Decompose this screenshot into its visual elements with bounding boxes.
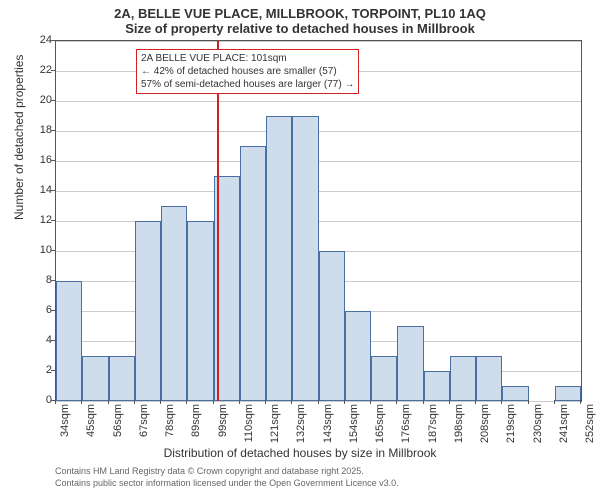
xtick-mark [134, 400, 135, 404]
ytick-mark [51, 190, 55, 191]
xtick-label: 132sqm [295, 404, 307, 443]
histogram-bar [187, 221, 213, 401]
xtick-mark [55, 400, 56, 404]
xtick-label: 219sqm [505, 404, 517, 443]
histogram-bar [476, 356, 502, 401]
xtick-label: 241sqm [558, 404, 570, 443]
xtick-mark [213, 400, 214, 404]
ytick-mark [51, 130, 55, 131]
xtick-mark [160, 400, 161, 404]
histogram-bar [371, 356, 397, 401]
xtick-label: 252sqm [584, 404, 596, 443]
xtick-label: 99sqm [217, 404, 229, 437]
xtick-mark [475, 400, 476, 404]
xtick-mark [554, 400, 555, 404]
footer-line2: Contains public sector information licen… [55, 478, 399, 490]
histogram-bar [319, 251, 345, 401]
ytick-mark [51, 160, 55, 161]
xtick-label: 34sqm [59, 404, 71, 437]
histogram-bar [56, 281, 82, 401]
xtick-mark [396, 400, 397, 404]
xtick-label: 187sqm [427, 404, 439, 443]
ytick-mark [51, 340, 55, 341]
histogram-bar [397, 326, 423, 401]
xtick-label: 198sqm [453, 404, 465, 443]
xtick-label: 165sqm [374, 404, 386, 443]
chart-container: 2A, BELLE VUE PLACE, MILLBROOK, TORPOINT… [0, 0, 600, 500]
xtick-mark [370, 400, 371, 404]
annotation-line: ← 42% of detached houses are smaller (57… [141, 65, 354, 78]
histogram-bar [345, 311, 371, 401]
xtick-mark [291, 400, 292, 404]
grid-line [56, 191, 581, 192]
xtick-mark [501, 400, 502, 404]
y-axis-label: Number of detached properties [12, 55, 26, 220]
histogram-bar [502, 386, 528, 401]
grid-line [56, 101, 581, 102]
xtick-label: 56sqm [112, 404, 124, 437]
ytick-mark [51, 250, 55, 251]
xtick-label: 143sqm [322, 404, 334, 443]
grid-line [56, 131, 581, 132]
ytick-mark [51, 370, 55, 371]
xtick-mark [580, 400, 581, 404]
ytick-mark [51, 40, 55, 41]
annotation-line: 2A BELLE VUE PLACE: 101sqm [141, 52, 354, 65]
grid-line [56, 41, 581, 42]
chart-title-line1: 2A, BELLE VUE PLACE, MILLBROOK, TORPOINT… [0, 0, 600, 21]
xtick-mark [449, 400, 450, 404]
histogram-bar [292, 116, 318, 401]
xtick-label: 78sqm [164, 404, 176, 437]
footer-line1: Contains HM Land Registry data © Crown c… [55, 466, 399, 478]
ytick-mark [51, 310, 55, 311]
histogram-bar [109, 356, 135, 401]
xtick-label: 67sqm [138, 404, 150, 437]
ytick-mark [51, 280, 55, 281]
xtick-label: 230sqm [532, 404, 544, 443]
property-marker-line [217, 41, 219, 401]
xtick-label: 89sqm [190, 404, 202, 437]
histogram-bar [240, 146, 266, 401]
footer-attribution: Contains HM Land Registry data © Crown c… [55, 466, 399, 489]
annotation-line: 57% of semi-detached houses are larger (… [141, 78, 354, 91]
histogram-bar [161, 206, 187, 401]
histogram-bar [266, 116, 292, 401]
xtick-mark [528, 400, 529, 404]
xtick-label: 45sqm [85, 404, 97, 437]
annotation-box: 2A BELLE VUE PLACE: 101sqm← 42% of detac… [136, 49, 359, 94]
grid-line [56, 161, 581, 162]
xtick-mark [318, 400, 319, 404]
xtick-label: 110sqm [243, 404, 255, 442]
chart-title-line2: Size of property relative to detached ho… [0, 21, 600, 38]
xtick-mark [81, 400, 82, 404]
grid-line [56, 401, 581, 402]
x-axis-label: Distribution of detached houses by size … [0, 446, 600, 460]
plot-area: 2A BELLE VUE PLACE: 101sqm← 42% of detac… [55, 40, 582, 402]
histogram-bar [82, 356, 108, 401]
xtick-label: 208sqm [479, 404, 491, 443]
histogram-bar [450, 356, 476, 401]
xtick-mark [108, 400, 109, 404]
xtick-mark [186, 400, 187, 404]
xtick-mark [423, 400, 424, 404]
xtick-mark [239, 400, 240, 404]
xtick-label: 154sqm [348, 404, 360, 443]
xtick-mark [265, 400, 266, 404]
xtick-label: 176sqm [400, 404, 412, 443]
histogram-bar [424, 371, 450, 401]
ytick-mark [51, 220, 55, 221]
xtick-mark [344, 400, 345, 404]
histogram-bar [555, 386, 581, 401]
ytick-mark [51, 70, 55, 71]
xtick-label: 121sqm [269, 404, 281, 443]
histogram-bar [135, 221, 161, 401]
ytick-mark [51, 100, 55, 101]
